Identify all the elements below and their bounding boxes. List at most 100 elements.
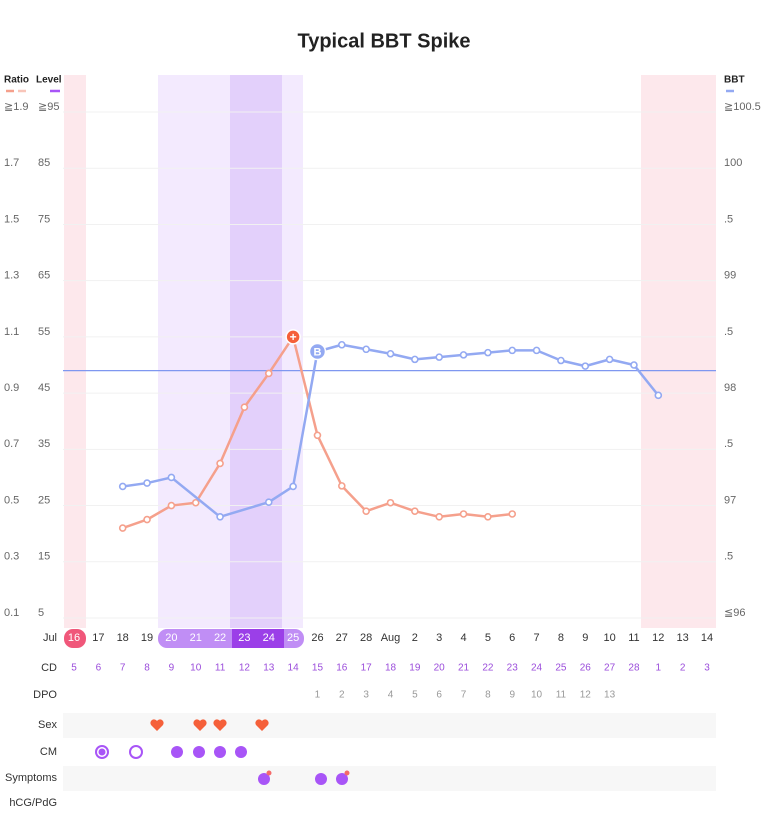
cycle-day: 9 [169, 663, 175, 674]
peak-pill [232, 629, 284, 648]
series-point [167, 501, 176, 510]
dpo-label: 4 [388, 690, 394, 701]
series-line [316, 434, 344, 488]
cycle-day: 16 [336, 663, 348, 674]
series-point [167, 473, 176, 482]
series-line [291, 350, 319, 488]
series-line [121, 518, 149, 530]
heart-icon [213, 719, 227, 731]
y-tick-label: 1.7 [4, 157, 19, 169]
cm-icon [129, 745, 143, 759]
series-line [632, 363, 660, 397]
period-pill [64, 629, 86, 648]
dpo-label: 2 [339, 690, 345, 701]
series-point [338, 482, 346, 490]
cycle-day: 19 [409, 663, 421, 674]
cm-icon [193, 746, 205, 758]
symptom-icon [336, 773, 348, 785]
peak-band [230, 75, 282, 628]
series-line [121, 481, 149, 488]
series-point [557, 356, 565, 365]
y2-tick-label: .5 [724, 551, 733, 563]
symptom-icon [258, 773, 270, 785]
level-tick-label: 45 [38, 382, 50, 394]
y2-tick-label: .5 [724, 213, 733, 225]
series-point [411, 355, 419, 364]
row-band [63, 713, 716, 738]
series-line [437, 512, 465, 519]
y-tick-label: 0.7 [4, 438, 19, 450]
cycle-day: 18 [385, 663, 397, 674]
series-point [143, 479, 151, 487]
date-label: 24 [263, 632, 275, 644]
series-point [630, 361, 638, 369]
series-line [145, 476, 173, 485]
series-point [338, 340, 346, 349]
symptom-icon [344, 770, 350, 776]
series-line [486, 349, 514, 354]
date-label: 20 [165, 632, 177, 644]
series-line [340, 484, 368, 513]
series-line [291, 335, 319, 437]
date-label: 13 [677, 632, 689, 644]
series-point [459, 510, 468, 518]
period-band [64, 75, 86, 628]
y2-tick-label: 100 [724, 157, 742, 169]
date-label: 27 [336, 632, 348, 644]
dpo-label: 6 [436, 690, 442, 701]
series-line [218, 500, 271, 519]
series-point [118, 482, 127, 491]
series-point [386, 498, 395, 507]
series-line [194, 462, 222, 504]
series-line [389, 352, 417, 361]
date-label: Aug [381, 632, 401, 644]
date-label: 4 [460, 632, 466, 644]
y2-tick-label: ≧100.5 [724, 101, 761, 113]
series-point [459, 351, 468, 359]
date-label: 18 [117, 632, 129, 644]
y-tick-label: 1.1 [4, 326, 19, 338]
series-point [216, 459, 224, 468]
level-tick-label: 65 [38, 270, 50, 282]
row-label: CM [40, 746, 57, 758]
date-label: 3 [436, 632, 442, 644]
level-tick-label: ≧95 [38, 101, 59, 113]
series-line [535, 349, 563, 362]
cycle-day: 5 [71, 663, 77, 674]
level-tick-label: 5 [38, 607, 44, 619]
series-line [584, 358, 611, 368]
peak-marker-label: + [290, 330, 297, 344]
axis-title: Ratio [4, 75, 29, 86]
cycle-day: 11 [215, 663, 226, 674]
cycle-day: 6 [96, 663, 102, 674]
series-line [437, 353, 465, 359]
y2-tick-label: 99 [724, 270, 736, 282]
symptom-icon [315, 773, 327, 785]
date-label: 16 [68, 632, 80, 644]
date-label: 8 [558, 632, 564, 644]
cycle-day: 10 [190, 663, 202, 674]
y-tick-label: 0.3 [4, 551, 19, 563]
y-tick-label: 1.5 [4, 213, 19, 225]
date-label: 9 [582, 632, 588, 644]
series-line [267, 485, 295, 504]
series-point [118, 524, 127, 532]
dpo-label: 11 [556, 690, 567, 701]
period-band [641, 75, 716, 628]
date-label: 5 [485, 632, 491, 644]
series-point [435, 353, 443, 361]
cycle-day: 24 [531, 663, 543, 674]
cycle-day: 27 [604, 663, 616, 674]
date-label: 6 [509, 632, 515, 644]
cycle-day: 14 [288, 663, 300, 674]
row-label: CD [41, 662, 57, 674]
y2-tick-label: .5 [724, 438, 733, 450]
series-line [389, 501, 417, 513]
cycle-day: 22 [482, 663, 494, 674]
peak-marker [285, 329, 301, 345]
level-tick-label: 85 [38, 157, 50, 169]
series-line [413, 355, 441, 361]
dpo-label: 3 [363, 690, 369, 701]
dpo-label: 9 [509, 690, 515, 701]
